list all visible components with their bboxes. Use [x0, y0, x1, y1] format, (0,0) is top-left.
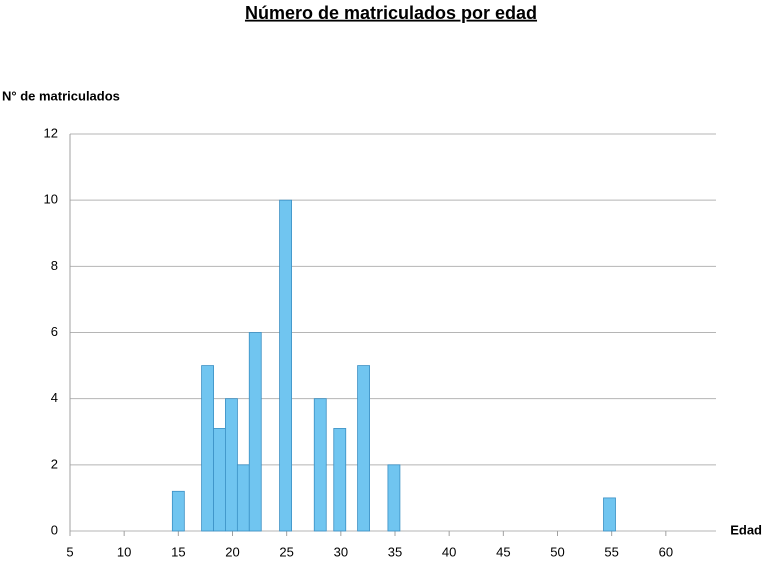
- y-tick-label: 8: [51, 258, 58, 273]
- y-axis-label: N° de matriculados: [2, 88, 120, 103]
- x-tick-label: 30: [334, 544, 348, 559]
- bar: [357, 365, 370, 532]
- bar: [171, 490, 185, 532]
- x-tick-label: 35: [388, 544, 402, 559]
- x-tick-label: 55: [604, 544, 618, 559]
- x-tick-label: 5: [66, 544, 73, 559]
- x-tick-label: 20: [225, 544, 239, 559]
- y-tick-label: 12: [44, 125, 58, 140]
- bar: [201, 365, 214, 532]
- bar: [225, 398, 238, 532]
- x-tick-label: 45: [496, 544, 510, 559]
- bar: [213, 428, 226, 532]
- y-tick-label: 2: [51, 456, 58, 471]
- chart-title: Número de matriculados por edad: [245, 3, 537, 23]
- y-tick-label: 10: [44, 192, 58, 207]
- bar: [279, 199, 292, 532]
- x-axis-label: Edad: [730, 522, 762, 537]
- bar: [333, 428, 347, 532]
- bar: [313, 398, 327, 532]
- y-tick-label: 6: [51, 324, 58, 339]
- bar: [236, 464, 250, 532]
- bar: [603, 497, 616, 532]
- bar: [387, 464, 401, 532]
- x-tick-label: 60: [659, 544, 673, 559]
- y-tick-label: 4: [51, 390, 58, 405]
- y-tick-label: 0: [51, 522, 58, 537]
- x-tick-label: 50: [550, 544, 564, 559]
- x-tick-label: 25: [279, 544, 293, 559]
- x-tick-label: 10: [117, 544, 131, 559]
- x-tick-label: 15: [171, 544, 185, 559]
- bar: [248, 332, 262, 532]
- x-tick-label: 40: [442, 544, 456, 559]
